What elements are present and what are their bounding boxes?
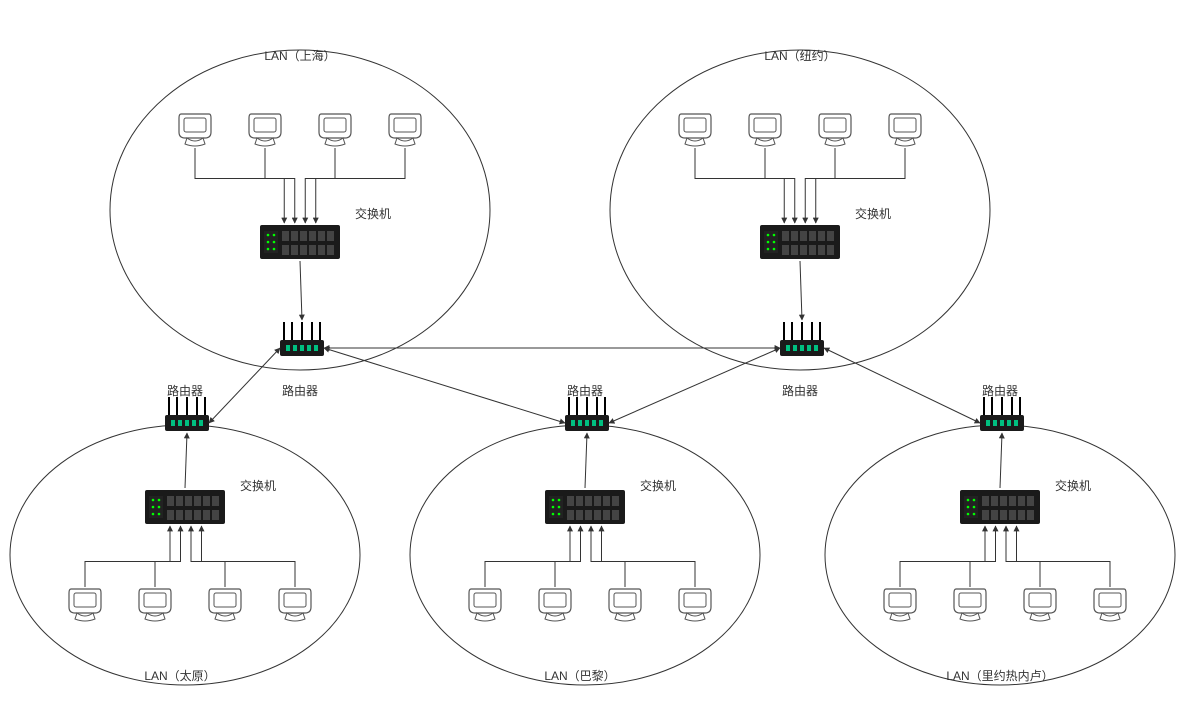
edge-newyork-paris [609, 348, 780, 423]
lan-title-newyork: LAN（纽约） [764, 48, 835, 63]
computer-icon [539, 589, 571, 621]
computer-icon [884, 589, 916, 621]
router-label: 路由器 [567, 383, 603, 398]
edge-shanghai-taiyuan [209, 348, 280, 423]
lan-rio [825, 425, 1175, 685]
router-icon [980, 397, 1024, 431]
network-diagram: LAN（上海）交换机路由器LAN（纽约）交换机路由器LAN（太原）交换机路由器L… [0, 0, 1180, 703]
switch-icon [545, 490, 625, 524]
computer-icon [69, 589, 101, 621]
edge-newyork-rio [824, 348, 980, 423]
computer-icon [469, 589, 501, 621]
lan-title-shanghai: LAN（上海） [264, 48, 335, 63]
computer-icon [954, 589, 986, 621]
router-icon [280, 322, 324, 356]
computer-icon [1094, 589, 1126, 621]
computer-icon [209, 589, 241, 621]
switch-icon [260, 225, 340, 259]
switch-label: 交换机 [240, 478, 276, 493]
computer-icon [679, 589, 711, 621]
lan-taiyuan [10, 425, 360, 685]
computer-icon [889, 114, 921, 146]
router-label: 路由器 [782, 383, 818, 398]
lan-title-taiyuan: LAN（太原） [144, 668, 215, 683]
switch-label: 交换机 [1055, 478, 1091, 493]
switch-icon [145, 490, 225, 524]
router-label: 路由器 [282, 383, 318, 398]
computer-icon [139, 589, 171, 621]
lan-newyork [610, 50, 990, 370]
computer-icon [609, 589, 641, 621]
lan-title-paris: LAN（巴黎） [544, 669, 615, 683]
router-label: 路由器 [982, 383, 1018, 398]
computer-icon [1024, 589, 1056, 621]
lan-title-rio: LAN（里约热内卢） [946, 668, 1053, 683]
computer-icon [389, 114, 421, 146]
computer-icon [249, 114, 281, 146]
computer-icon [179, 114, 211, 146]
computer-icon [819, 114, 851, 146]
router-icon [780, 322, 824, 356]
computer-icon [279, 589, 311, 621]
switch-label: 交换机 [640, 478, 676, 493]
lan-paris [410, 425, 760, 685]
computer-icon [319, 114, 351, 146]
switch-label: 交换机 [355, 206, 391, 221]
router-icon [565, 397, 609, 431]
computer-icon [749, 114, 781, 146]
switch-icon [960, 490, 1040, 524]
switch-label: 交换机 [855, 206, 891, 221]
edge-shanghai-paris [324, 348, 565, 423]
lan-shanghai [110, 50, 490, 370]
switch-icon [760, 225, 840, 259]
computer-icon [679, 114, 711, 146]
router-icon [165, 397, 209, 431]
router-label: 路由器 [167, 383, 203, 398]
